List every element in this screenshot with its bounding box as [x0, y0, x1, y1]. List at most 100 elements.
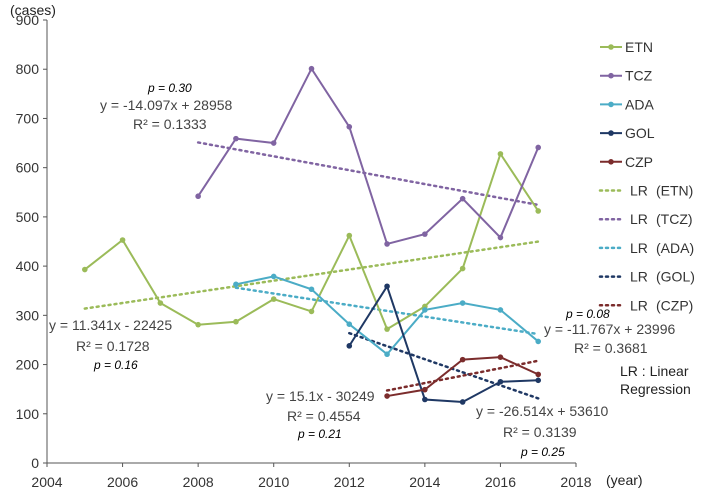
data-point-etn — [384, 326, 390, 332]
y-tick-label: 200 — [16, 357, 40, 373]
data-point-etn — [497, 151, 504, 157]
y-tick-label: 700 — [16, 110, 40, 126]
data-point-tcz — [346, 124, 353, 130]
annotation-ada-p: p = 0.08 — [565, 307, 610, 321]
data-point-czp — [535, 371, 542, 378]
data-point-tcz — [308, 65, 315, 72]
note-line-1: LR : Linear — [620, 363, 689, 379]
legend-label-ada: ADA — [625, 96, 654, 112]
data-point-ada — [459, 300, 466, 306]
x-tick-label: 2004 — [31, 474, 62, 490]
x-tick-label: 2014 — [409, 474, 440, 490]
data-point-etn — [119, 237, 126, 243]
series-line-etn — [84, 151, 540, 331]
annotation-tcz-eq: y = -14.097x + 28958 — [100, 97, 233, 113]
y-tick-label: 500 — [16, 209, 40, 225]
legend-label-lr-series-ada: (ADA) — [656, 240, 694, 256]
data-point-ada — [346, 321, 353, 327]
data-point-tcz — [384, 241, 390, 247]
legend-marker-gol — [608, 130, 614, 136]
y-tick-label: 900 — [16, 12, 40, 28]
legend-label-lr: LR — [630, 183, 648, 199]
y-tick-label: 800 — [16, 61, 40, 77]
trendline-etn — [83, 240, 540, 310]
annotation-etn-eq: y = 11.341x - 22425 — [49, 317, 172, 333]
data-point-czp — [384, 393, 390, 399]
data-point-tcz — [535, 144, 542, 151]
legend-marker-czp — [608, 159, 614, 165]
data-point-ada — [270, 273, 277, 280]
legend-marker-etn — [608, 44, 614, 50]
legend-label-lr: LR — [630, 240, 648, 256]
annotation-tcz-p: p = 0.30 — [147, 81, 192, 95]
data-point-czp — [422, 386, 428, 393]
data-point-tcz — [195, 193, 201, 200]
data-point-ada — [308, 286, 315, 293]
x-tick-label: 2006 — [107, 474, 138, 490]
data-point-tcz — [497, 234, 504, 241]
legend-label-lr-series-tcz: (TCZ) — [656, 211, 693, 227]
data-point-ada — [422, 307, 428, 313]
data-point-tcz — [233, 135, 239, 142]
data-point-ada — [535, 338, 542, 345]
y-tick-label: 600 — [16, 160, 40, 176]
x-tick-label: 2008 — [183, 474, 214, 490]
note-line-2: Regression — [620, 381, 691, 397]
data-point-gol — [384, 283, 390, 290]
annotation-gol-eq: y = -26.514x + 53610 — [476, 403, 609, 419]
data-point-tcz — [422, 231, 428, 237]
data-point-etn — [270, 296, 277, 302]
legend-label-tcz: TCZ — [625, 68, 653, 84]
data-point-czp — [459, 356, 466, 363]
data-point-gol — [535, 377, 542, 384]
data-point-czp — [497, 354, 504, 360]
data-point-gol — [422, 396, 428, 403]
annotation-gol-r2: R² = 0.3139 — [503, 424, 577, 440]
annotation-ada-r2: R² = 0.3681 — [574, 340, 648, 356]
annotation-etn-r2: R² = 0.1728 — [76, 338, 150, 354]
y-tick-label: 400 — [16, 258, 40, 274]
annotation-tcz-r2: R² = 0.1333 — [133, 116, 207, 132]
trendline-ada — [234, 286, 540, 336]
legend-label-lr: LR — [630, 211, 648, 227]
y-tick-label: 100 — [16, 406, 40, 422]
legend-label-lr-series-etn: (ETN) — [656, 183, 693, 199]
data-point-etn — [157, 300, 164, 306]
legend-label-czp: CZP — [625, 154, 653, 170]
data-point-ada — [233, 281, 239, 288]
data-point-etn — [346, 232, 353, 239]
legend-label-gol: GOL — [625, 125, 655, 141]
y-axis-label: (cases) — [10, 2, 56, 18]
legend-label-etn: ETN — [625, 39, 653, 55]
data-point-etn — [81, 266, 88, 273]
data-point-gol — [346, 343, 353, 349]
annotation-czp-eq: y = 15.1x - 30249 — [266, 388, 375, 404]
x-tick-label: 2010 — [258, 474, 289, 490]
series-line-tcz — [197, 66, 540, 246]
data-point-etn — [308, 308, 315, 315]
data-point-gol — [459, 399, 466, 405]
data-point-ada — [384, 351, 390, 358]
annotation-czp-p: p = 0.21 — [297, 427, 342, 441]
data-point-etn — [233, 318, 239, 325]
trendline-tcz — [196, 141, 540, 207]
data-point-etn — [535, 208, 542, 214]
x-axis-label: (year) — [606, 472, 643, 488]
annotation-etn-p: p = 0.16 — [93, 358, 138, 372]
annotation-gol-p: p = 0.25 — [520, 445, 565, 459]
data-point-etn — [459, 265, 466, 272]
annotation-czp-r2: R² = 0.4554 — [287, 408, 361, 424]
y-tick-label: 0 — [31, 455, 39, 471]
y-tick-label: 300 — [16, 307, 40, 323]
data-point-tcz — [459, 195, 466, 202]
data-point-gol — [497, 378, 504, 385]
x-tick-label: 2018 — [560, 474, 591, 490]
x-tick-label: 2016 — [485, 474, 516, 490]
x-tick-label: 2012 — [334, 474, 365, 490]
annotation-ada-eq: y = -11.767x + 23996 — [544, 321, 675, 337]
legend-label-lr-series-czp: (CZP) — [656, 297, 693, 313]
data-point-tcz — [270, 140, 277, 146]
legend-label-lr: LR — [630, 297, 648, 313]
legend-label-lr: LR — [630, 269, 648, 285]
